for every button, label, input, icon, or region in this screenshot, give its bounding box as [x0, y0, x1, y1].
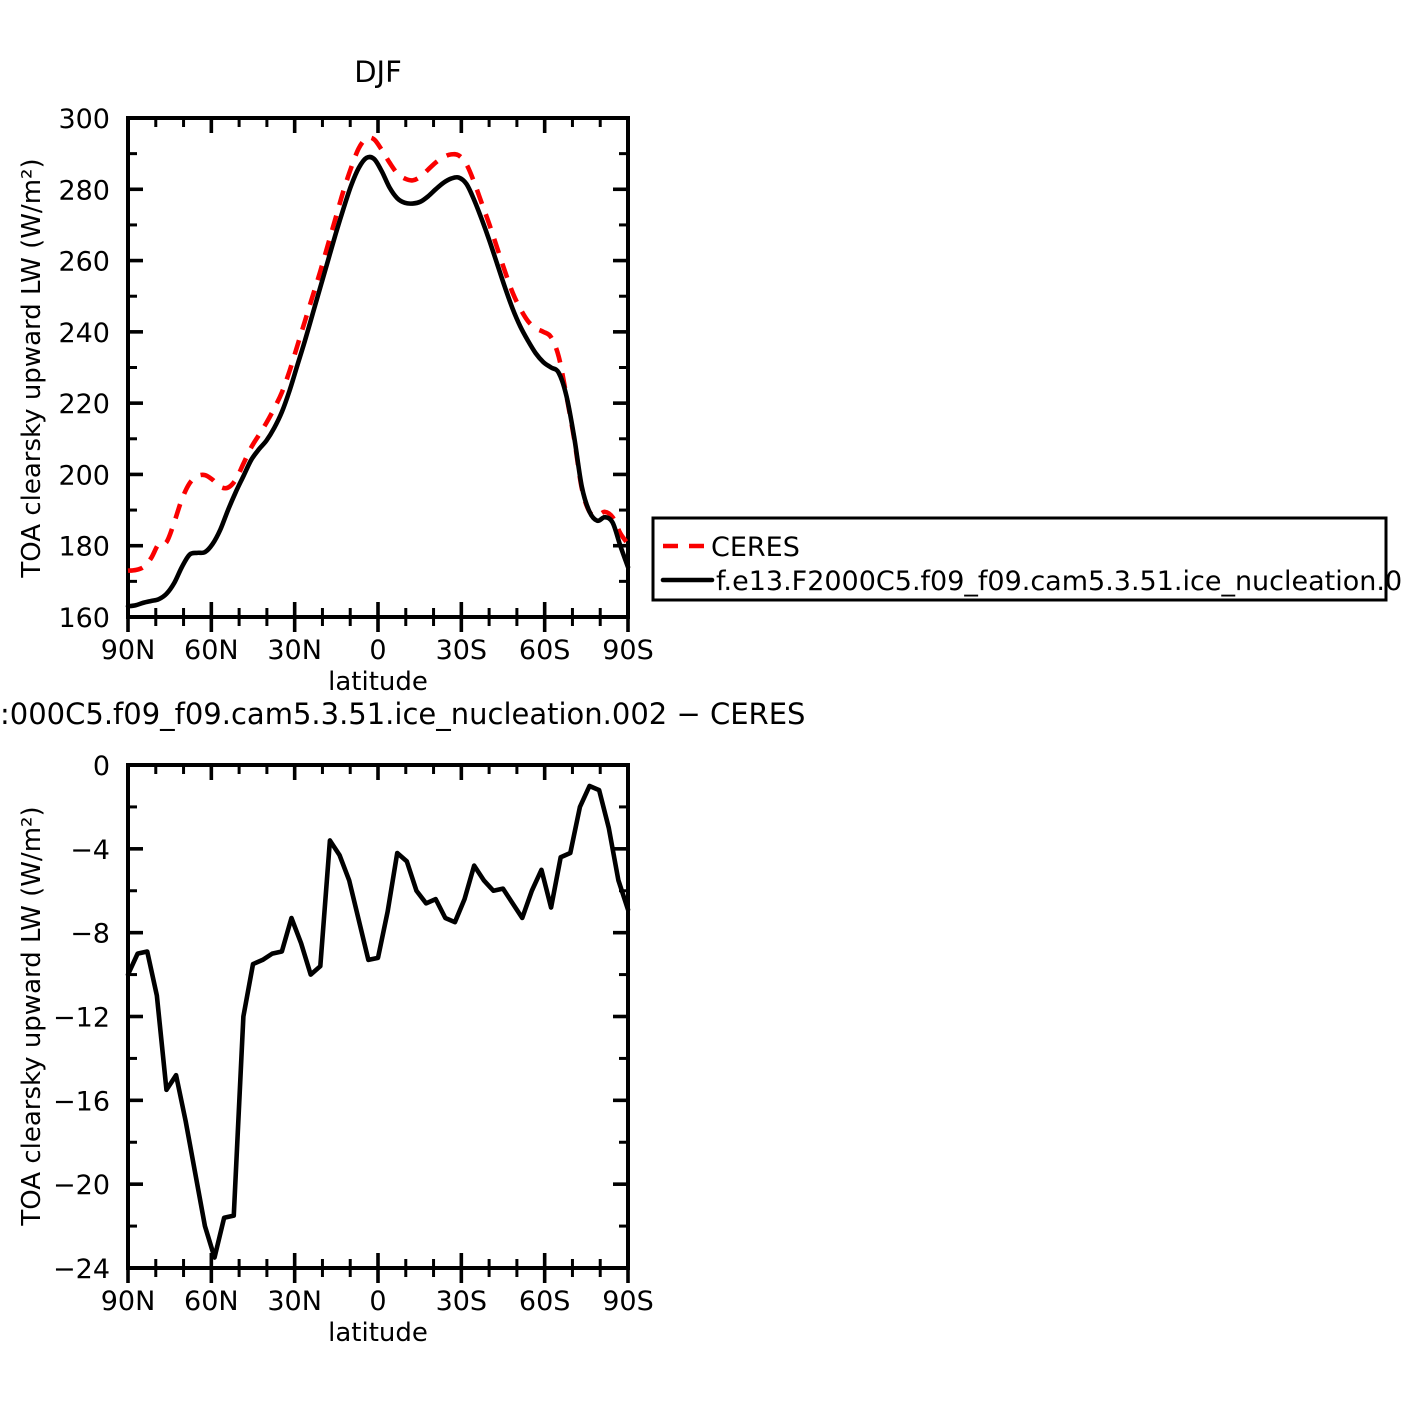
- x-tick-label: 30S: [436, 1286, 488, 1317]
- x-tick-label: 90S: [602, 1286, 654, 1317]
- top-panel: DJF TOA clearsky upward LW (W/m²) latitu…: [17, 55, 654, 697]
- x-tick-label: 60N: [184, 635, 239, 666]
- bottom-panel-difference-line: [128, 786, 628, 1258]
- y-tick-label: 240: [58, 318, 110, 349]
- bottom-panel-frame: [128, 765, 628, 1268]
- bottom-panel-x-tick-labels: 90N 60N 30N 0 30S 60S 90S: [101, 1286, 654, 1317]
- x-tick-label: 30N: [267, 1286, 322, 1317]
- top-panel-x-axis-label: latitude: [328, 667, 428, 697]
- legend-label-model[interactable]: f.e13.F2000C5.f09_f09.cam5.3.51.ice_nucl…: [716, 566, 1402, 597]
- top-panel-ceres-line: [128, 137, 628, 570]
- y-tick-label: −8: [70, 919, 110, 950]
- y-tick-label: 180: [58, 532, 110, 563]
- figure-container: DJF TOA clearsky upward LW (W/m²) latitu…: [0, 0, 1402, 1402]
- x-tick-label: 90N: [101, 635, 156, 666]
- y-tick-label: −16: [53, 1086, 110, 1117]
- top-panel-model-line: [128, 157, 628, 606]
- y-tick-label: −12: [53, 1003, 110, 1034]
- bottom-panel-title: :000C5.f09_f09.cam5.3.51.ice_nucleation.…: [0, 697, 805, 731]
- y-tick-label: −24: [53, 1254, 110, 1285]
- y-tick-label: 160: [58, 603, 110, 634]
- x-tick-label: 30S: [436, 635, 488, 666]
- x-tick-label: 90N: [101, 1286, 156, 1317]
- top-panel-y-tick-labels: 160 180 200 220 240 260 280 300: [58, 104, 110, 634]
- legend-label-ceres[interactable]: CERES: [711, 532, 800, 563]
- y-tick-label: 300: [58, 104, 110, 135]
- top-panel-title: DJF: [354, 55, 402, 89]
- bottom-panel-x-axis-label: latitude: [328, 1318, 428, 1348]
- y-tick-label: 260: [58, 247, 110, 278]
- x-tick-label: 60S: [519, 1286, 571, 1317]
- bottom-panel: :000C5.f09_f09.cam5.3.51.ice_nucleation.…: [0, 697, 805, 1348]
- y-tick-label: 220: [58, 389, 110, 420]
- bottom-panel-y-tick-labels: −24 −20 −16 −12 −8 −4 0: [53, 751, 110, 1285]
- x-tick-label: 0: [369, 1286, 386, 1317]
- y-tick-label: 200: [58, 460, 110, 491]
- plot-canvas: DJF TOA clearsky upward LW (W/m²) latitu…: [0, 0, 1402, 1402]
- x-tick-label: 60S: [519, 635, 571, 666]
- top-panel-y-axis-label: TOA clearsky upward LW (W/m²): [17, 158, 47, 578]
- y-tick-label: −4: [70, 835, 110, 866]
- x-tick-label: 0: [369, 635, 386, 666]
- y-tick-label: 280: [58, 175, 110, 206]
- x-tick-label: 60N: [184, 1286, 239, 1317]
- top-panel-x-tick-labels: 90N 60N 30N 0 30S 60S 90S: [101, 635, 654, 666]
- x-tick-label: 30N: [267, 635, 322, 666]
- legend: CERES f.e13.F2000C5.f09_f09.cam5.3.51.ic…: [653, 518, 1402, 600]
- y-tick-label: −20: [53, 1170, 110, 1201]
- y-tick-label: 0: [93, 751, 110, 782]
- x-tick-label: 90S: [602, 635, 654, 666]
- bottom-panel-y-axis-label: TOA clearsky upward LW (W/m²): [17, 806, 47, 1226]
